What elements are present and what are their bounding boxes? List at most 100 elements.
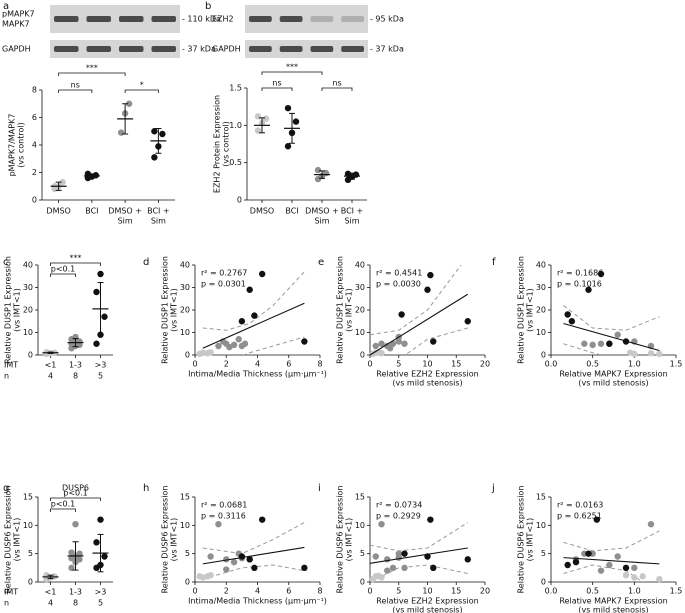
x-tick-label: Sim [118,217,133,226]
significance-bracket [50,273,76,277]
blot-band [341,16,364,22]
panel-letter: i [318,483,321,494]
y-axis-label: EZH2 Protein Expression [213,95,222,193]
data-point [352,171,360,178]
blot-band [119,46,144,52]
x-tick-label: 1.5 [670,587,683,596]
data-point [215,521,222,528]
data-point [564,311,571,318]
x-tick-label: 20 [480,587,490,596]
annotation: r² = 0.1686 [557,269,603,278]
data-point [230,558,238,566]
data-point [378,350,385,357]
y-axis-label: (vs IMT<1) [345,288,354,332]
annotation: p = 0.2929 [376,512,421,521]
y-axis-label: (vs control) [222,121,231,166]
x-tick-label: 1.0 [628,360,641,369]
significance-bracket [261,87,293,91]
x-tick-label: 2 [224,587,229,596]
data-point [647,350,655,357]
data-point [464,556,471,563]
data-point [631,564,638,572]
data-point [386,345,394,352]
data-point [631,574,638,581]
significance-label: ns [272,79,281,88]
y-axis-label: (vs IMT<1) [345,518,354,562]
data-point [301,338,308,345]
y-axis-label: (vs IMT<1) [526,288,535,332]
data-point [585,286,592,293]
y-tick-label: 10 [23,328,33,337]
regression-line [202,302,305,349]
significance-label: p<0.1 [51,500,76,509]
x-tick-label: Sim [344,217,359,226]
y-tick-label: 10 [355,328,365,337]
y-axis-label: (vs IMT<1) [13,518,22,562]
x-tick-label: 1-3 [69,588,82,597]
y-tick-label: 5 [360,549,365,558]
data-point [464,318,471,325]
data-point [622,564,630,572]
significance-bracket [261,71,323,75]
x-tick-label: DMSO [46,207,70,216]
data-point [254,113,262,120]
n-label: 4 [48,372,53,381]
blot-band [249,46,272,52]
data-point [589,341,596,349]
annotation: r² = 0.4541 [376,269,422,278]
x-tick-label: BCI [285,207,298,216]
data-point [314,166,322,174]
data-point [68,549,75,556]
y-tick-label: 10 [180,328,190,337]
significance-bracket [321,87,353,91]
data-point [372,553,379,560]
x-axis-title: IMT [4,361,18,370]
data-point [430,338,437,345]
significance-bracket [50,262,101,266]
data-point [378,574,385,581]
y-tick-label: 0 [28,578,33,587]
blot-label: MAPK7 [2,20,30,29]
blot-marker: - 110 kDa [182,15,221,24]
data-point [378,521,385,528]
n-label: 8 [73,372,78,381]
y-tick-label: 2 [32,168,37,177]
x-tick-label: Sim [151,217,166,226]
x-tick-label: 0.5 [586,360,599,369]
panel-letter: j [491,483,495,494]
x-tick-label: 8 [317,360,322,369]
x-tick-label: 0 [367,587,372,596]
y-axis-label: Relative DUSP1 Expression [517,256,526,364]
y-tick-label: 40 [355,261,365,270]
data-point [101,553,108,560]
data-point [226,343,233,351]
x-tick-label: 20 [480,360,490,369]
y-tick-label: 20 [355,306,365,315]
blot-strip [50,40,180,58]
x-tick-label: 6 [286,360,291,369]
x-axis-label: (vs mild stenosis) [578,606,648,613]
x-axis-label: Relative EZH2 Expression [376,370,478,379]
data-point [597,270,605,278]
blot-band [151,16,176,22]
data-point [254,127,262,134]
data-point [97,270,104,278]
data-point [398,311,405,318]
y-tick-label: 15 [355,493,365,502]
confidence-band [404,327,468,355]
confidence-band [202,564,305,580]
x-tick-label: 4 [255,587,260,596]
n-title: n [4,599,9,608]
y-axis-label: (vs IMT<1) [526,518,535,562]
data-point [238,553,246,560]
x-tick-label: Sim [314,217,329,226]
data-point [585,550,592,557]
x-tick-label: 0.0 [545,587,558,596]
data-point [384,567,391,574]
x-tick-label: 10 [422,587,432,596]
x-tick-label: BCI + [147,207,170,216]
x-tick-label: DMSO + [108,207,142,216]
chart-title: DUSP6 [62,484,89,493]
y-tick-label: 30 [355,283,365,292]
annotation: r² = 0.2767 [201,269,247,278]
